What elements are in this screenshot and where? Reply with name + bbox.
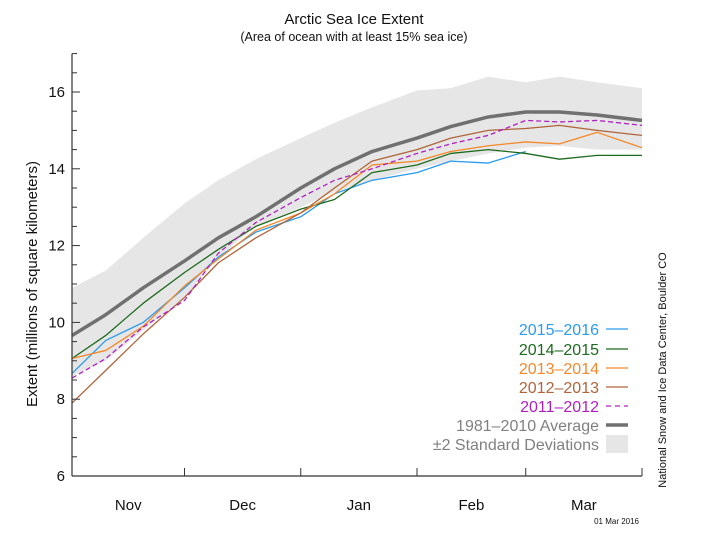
legend-label: 2013–2014 — [519, 361, 599, 378]
series-line-1981-2010-average — [71, 110, 643, 337]
date-stamp: 01 Mar 2016 — [594, 517, 639, 526]
series-line-2011-2012 — [71, 119, 643, 379]
std-dev-band — [72, 76, 642, 377]
chart-subtitle: (Area of ocean with at least 15% sea ice… — [240, 30, 467, 44]
legend-label: ±2 Standard Deviations — [433, 437, 599, 454]
x-tick-label: Feb — [458, 497, 484, 514]
legend-label: 2011–2012 — [520, 399, 599, 416]
credit-text: National Snow and Ice Data Center, Bould… — [657, 252, 669, 488]
y-tick-label: 10 — [48, 314, 65, 331]
x-tick-label: Nov — [115, 497, 142, 514]
y-tick-label: 12 — [48, 238, 65, 255]
x-tick-label: Jan — [347, 497, 371, 514]
y-tick-label: 8 — [57, 391, 65, 408]
series-line-2014-2015 — [71, 148, 642, 360]
y-tick-label: 14 — [48, 161, 65, 178]
legend-label: 2015–2016 — [519, 322, 599, 339]
y-tick-label: 16 — [48, 84, 65, 101]
legend-label: 2012–2013 — [519, 380, 599, 397]
y-axis-label: Extent (millions of square kilometers) — [24, 161, 41, 407]
y-tick-label: 6 — [57, 468, 65, 485]
legend-swatch — [606, 435, 628, 453]
x-tick-label: Mar — [571, 497, 597, 514]
chart-title: Arctic Sea Ice Extent — [284, 11, 424, 28]
legend-label: 1981–2010 Average — [456, 418, 599, 435]
x-tick-label: Dec — [229, 497, 256, 514]
legend-label: 2014–2015 — [519, 342, 599, 359]
series-line-2015-2016 — [71, 150, 526, 374]
series-line-2013-2014 — [71, 131, 643, 360]
